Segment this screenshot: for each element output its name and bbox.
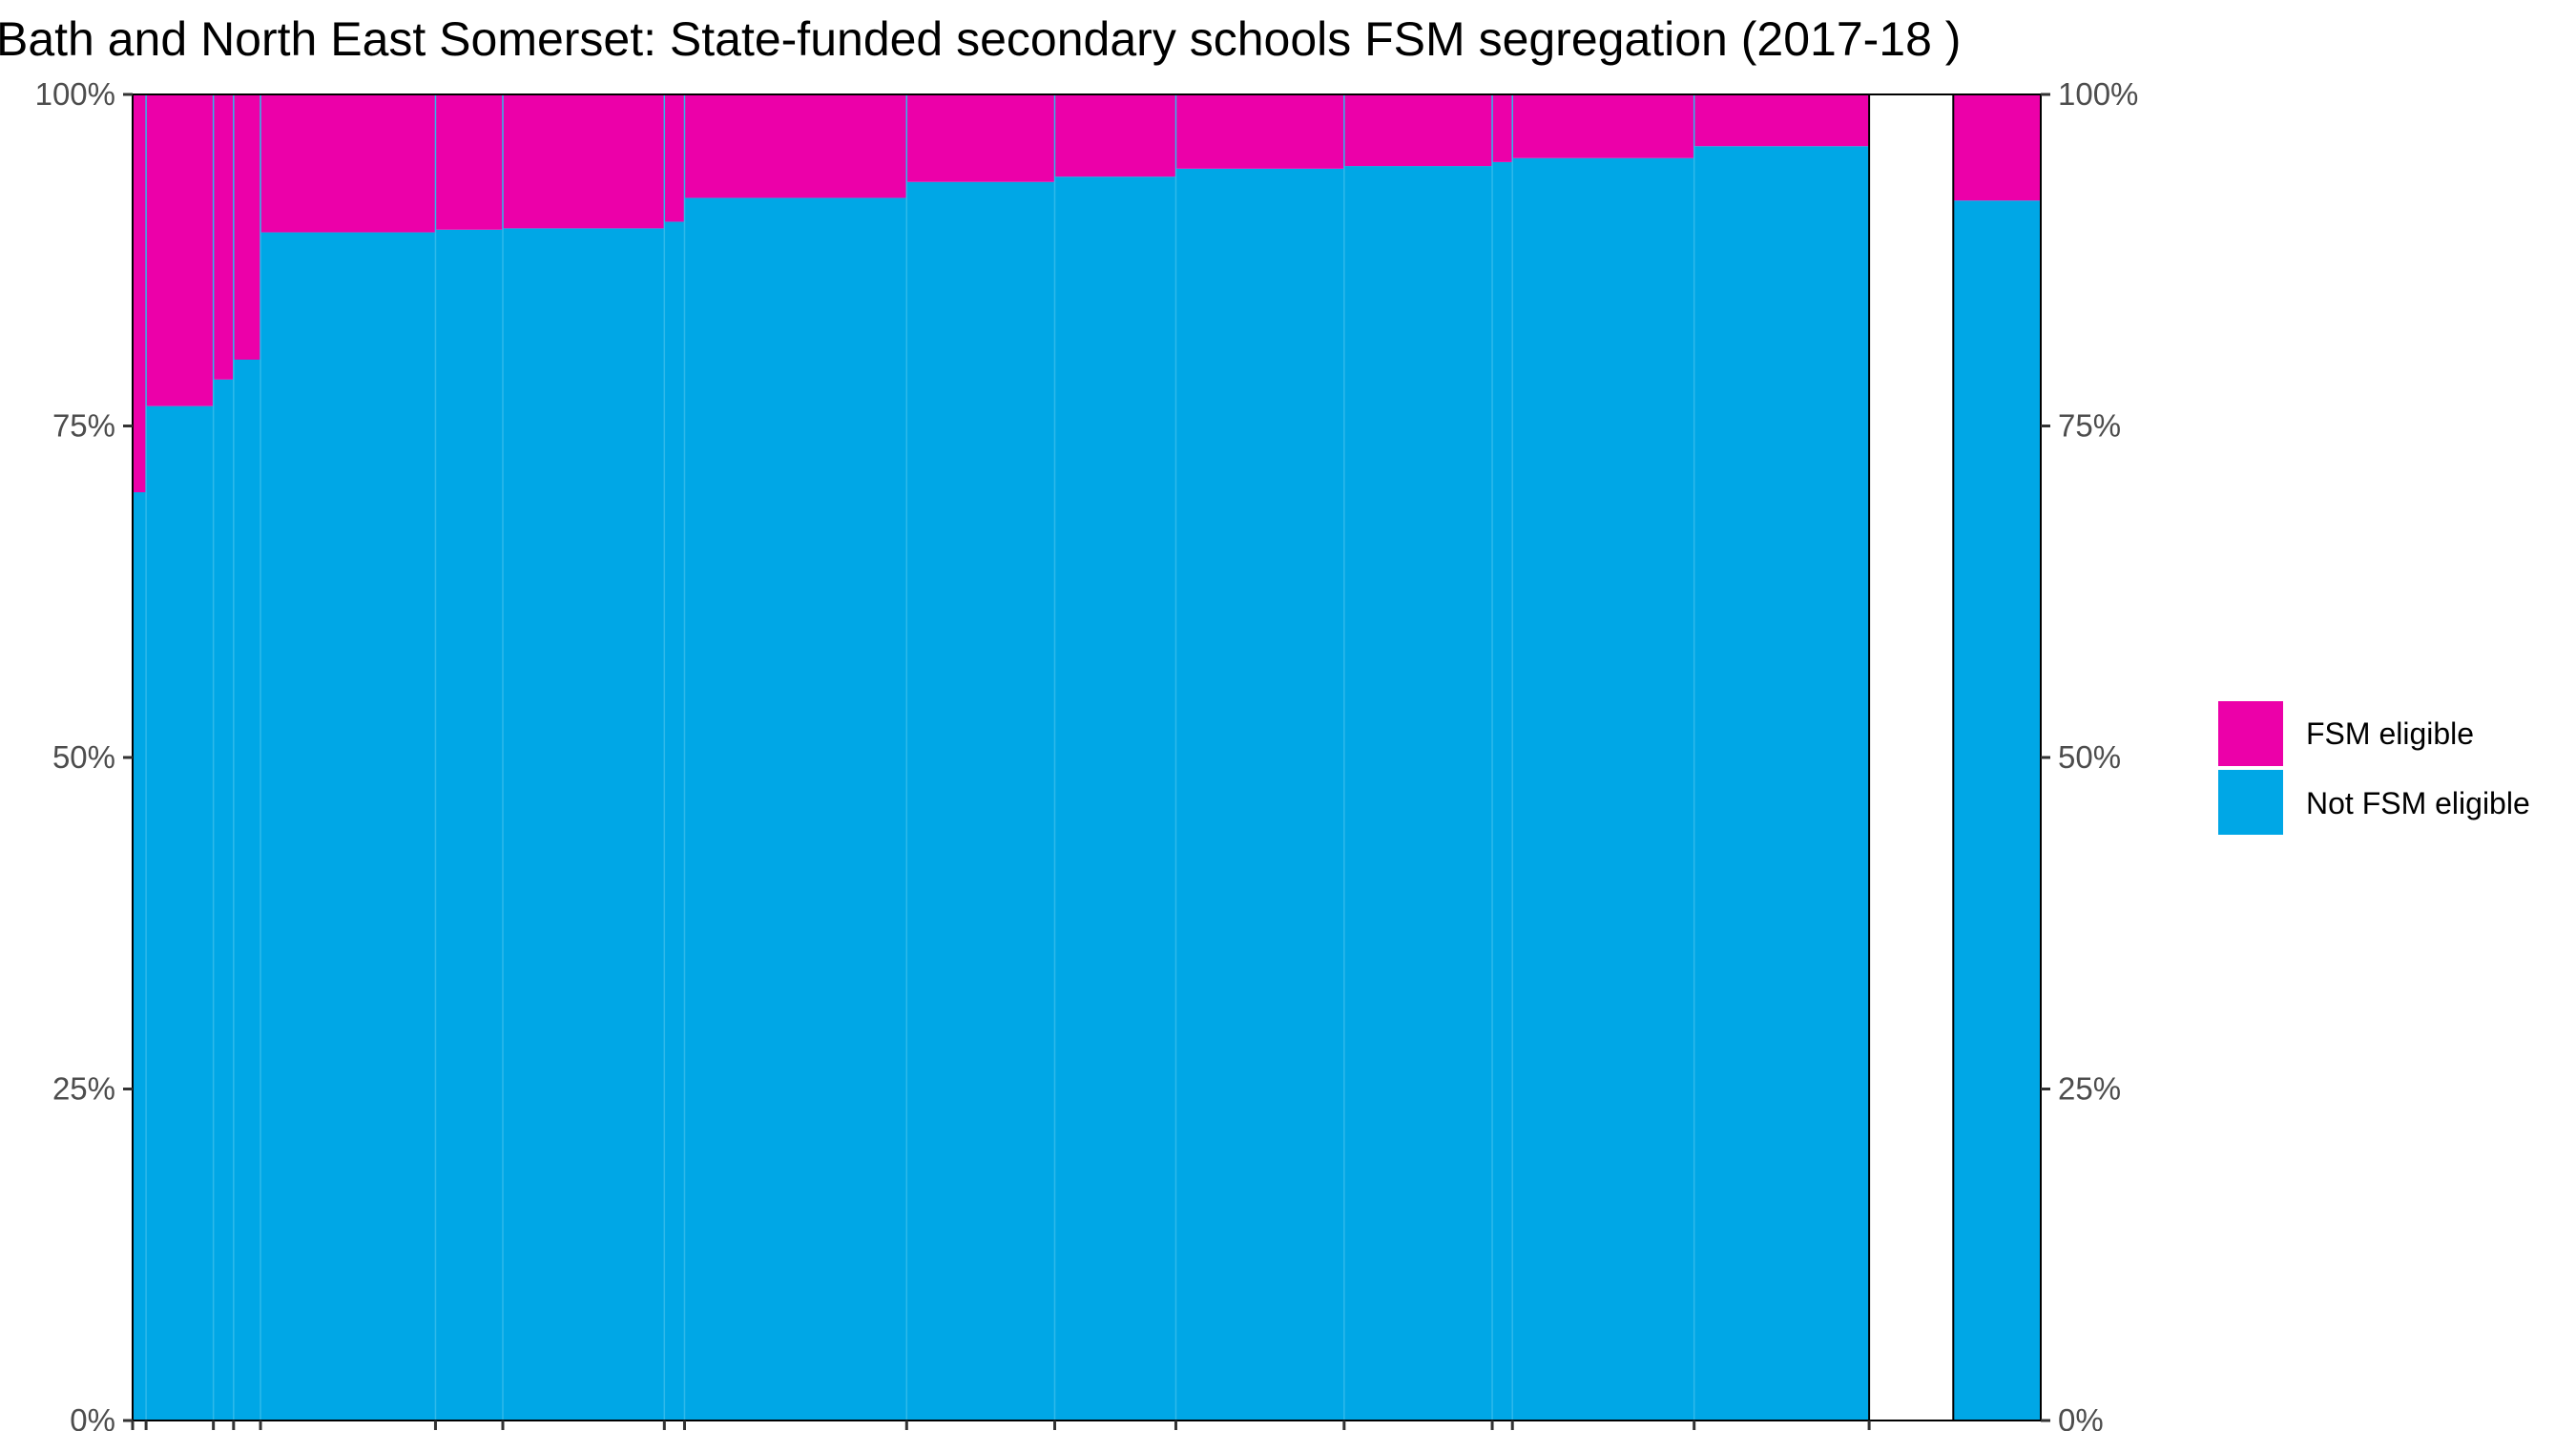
bars-layer [133,94,2041,1421]
bar-fsm-school-2 [146,94,214,406]
y-tick-label-left: 25% [52,1071,115,1107]
bar-not-fsm-school-5 [260,232,436,1421]
bar-not-fsm-school-3 [213,379,234,1421]
bar-not-fsm-school-14 [1492,161,1513,1421]
legend-label-not-fsm-eligible: Not FSM eligible [2306,786,2530,820]
bar-not-fsm-school-13 [1343,166,1493,1421]
y-tick-label-left: 0% [70,1402,115,1431]
bar-fsm-school-10 [906,94,1055,182]
y-tick-label-right: 0% [2058,1402,2104,1431]
y-axis-left: 0% 25% 50% 75% 100% [35,76,133,1431]
chart-title: Bath and North East Somerset: State-fund… [0,12,1961,66]
bar-fsm-school-3 [213,94,234,380]
y-tick-label-right: 100% [2058,76,2138,112]
bar-not-fsm-school-2 [146,405,214,1421]
legend-key-not-fsm-eligible [2218,770,2283,835]
bar-fsm-school-9 [684,94,907,198]
bar-fsm-overall [1953,94,2041,201]
bar-not-fsm-school-16 [1693,146,1870,1421]
bar-fsm-school-7 [503,94,665,229]
bar-fsm-school-11 [1054,94,1176,177]
bar-fsm-school-12 [1175,94,1344,169]
legend-key-fsm-eligible [2218,701,2283,766]
y-tick-label-left: 100% [35,76,115,112]
bar-not-fsm-school-4 [233,360,261,1421]
bar-fsm-school-1 [133,94,147,492]
bar-fsm-school-13 [1343,94,1493,167]
y-axis-right: 0% 25% 50% 75% 100% [2041,76,2138,1431]
bar-not-fsm-school-8 [664,221,685,1421]
bar-fsm-school-5 [260,94,436,233]
bar-not-fsm-school-6 [435,229,504,1421]
legend-label-fsm-eligible: FSM eligible [2306,716,2474,751]
legend: FSM eligible Not FSM eligible [2218,701,2530,835]
bar-fsm-school-16 [1693,94,1870,147]
bar-not-fsm-school-1 [133,492,147,1421]
bar-dividers [145,94,1955,1421]
bar-not-fsm-school-10 [906,181,1055,1421]
y-tick-label-right: 50% [2058,739,2121,775]
bar-not-fsm-school-11 [1054,176,1176,1421]
bar-not-fsm-school-7 [503,228,665,1421]
bar-fsm-school-4 [233,94,261,360]
bar-not-fsm-overall [1953,200,2041,1421]
y-tick-label-left: 50% [52,739,115,775]
bar-not-fsm-school-9 [684,197,907,1421]
bar-not-fsm-school-12 [1175,168,1344,1421]
bar-fsm-school-6 [435,94,504,230]
bar-fsm-school-15 [1512,94,1694,158]
y-tick-label-right: 25% [2058,1071,2121,1107]
y-tick-label-right: 75% [2058,408,2121,444]
bar-fsm-school-8 [664,94,685,222]
x-axis-ticks [131,1421,1871,1430]
y-tick-label-left: 75% [52,408,115,444]
bar-fsm-school-14 [1492,94,1513,162]
bar-not-fsm-school-15 [1512,157,1694,1421]
